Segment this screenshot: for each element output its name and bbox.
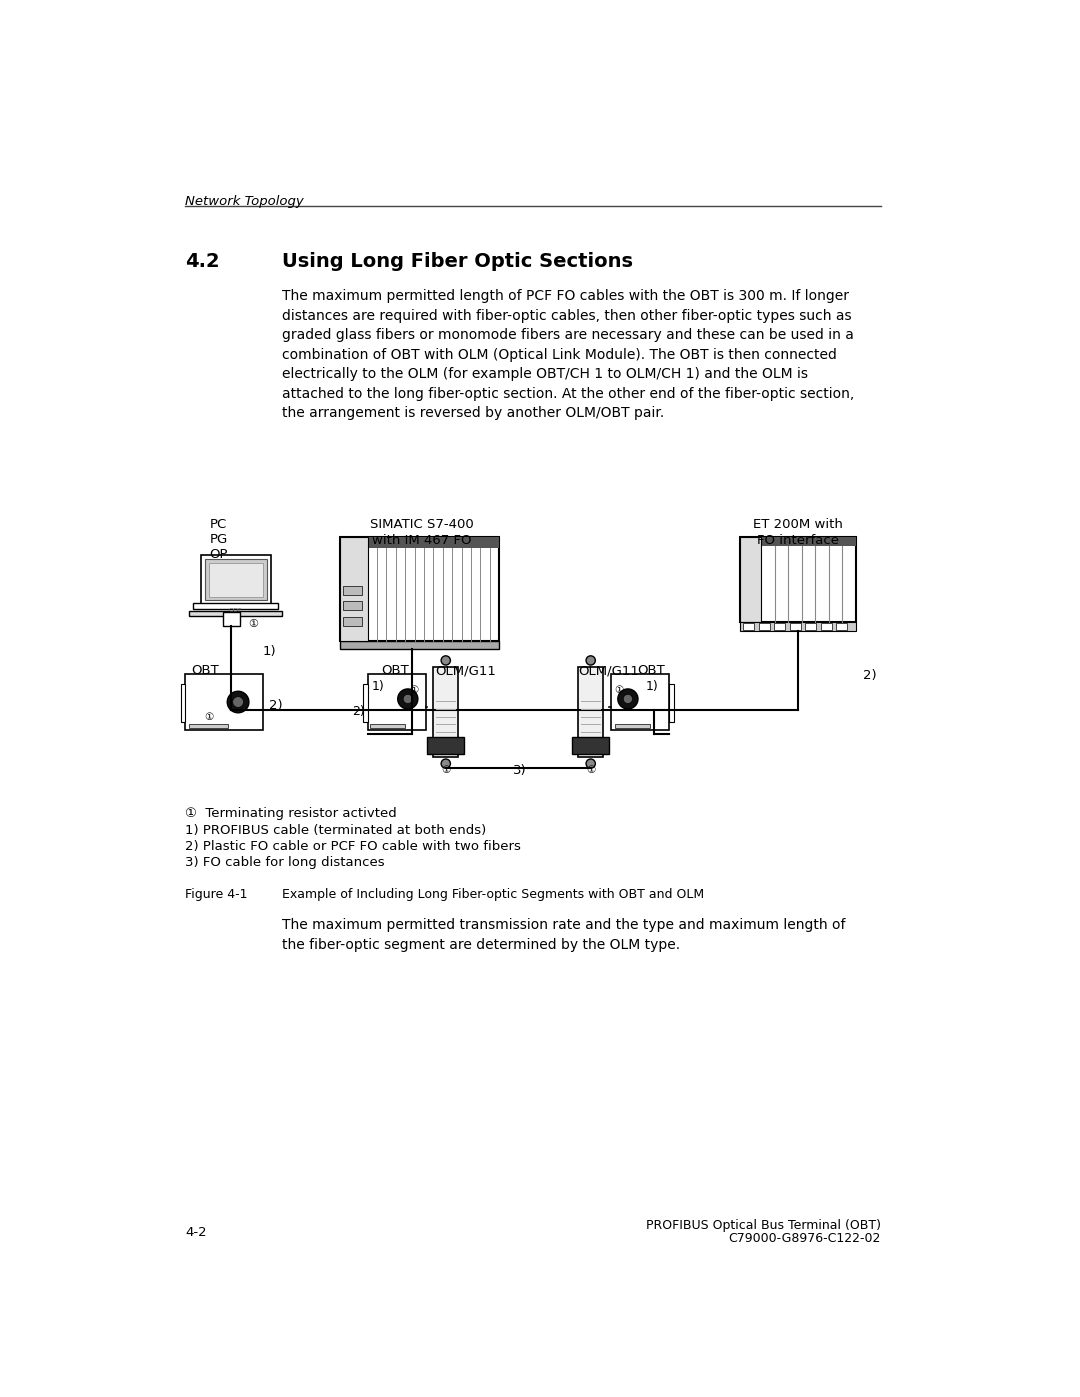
Circle shape bbox=[441, 655, 450, 665]
Bar bbox=[340, 538, 367, 641]
Bar bbox=[740, 538, 761, 622]
Text: 3): 3) bbox=[513, 764, 527, 777]
Text: 2): 2) bbox=[864, 669, 877, 682]
Text: OOF: OOF bbox=[229, 608, 243, 613]
Text: 2) Plastic FO cable or PCF FO cable with two fibers: 2) Plastic FO cable or PCF FO cable with… bbox=[186, 840, 522, 852]
Bar bbox=[367, 675, 426, 729]
Circle shape bbox=[586, 759, 595, 768]
Text: OBT: OBT bbox=[191, 665, 218, 678]
Bar bbox=[611, 675, 669, 729]
Circle shape bbox=[232, 697, 243, 707]
Circle shape bbox=[227, 692, 248, 712]
Text: The maximum permitted transmission rate and the type and maximum length of
the f: The maximum permitted transmission rate … bbox=[282, 918, 846, 951]
Text: 4.2: 4.2 bbox=[186, 253, 220, 271]
Bar bbox=[789, 623, 800, 630]
Circle shape bbox=[403, 694, 413, 704]
Circle shape bbox=[441, 759, 450, 768]
Text: 1): 1) bbox=[262, 645, 276, 658]
Bar bbox=[428, 736, 464, 753]
Bar bbox=[180, 683, 186, 722]
Text: ①: ① bbox=[613, 685, 623, 694]
Bar bbox=[740, 538, 855, 546]
Bar bbox=[433, 666, 458, 757]
Bar bbox=[363, 683, 367, 722]
Text: ①: ① bbox=[441, 764, 450, 775]
Bar bbox=[740, 622, 855, 631]
Bar bbox=[343, 601, 362, 610]
Text: 2): 2) bbox=[269, 698, 283, 711]
Circle shape bbox=[586, 655, 595, 665]
Bar bbox=[740, 538, 855, 622]
Bar bbox=[201, 555, 271, 605]
Text: ①: ① bbox=[204, 711, 213, 722]
Bar bbox=[343, 585, 362, 595]
Text: PC
PG
OP: PC PG OP bbox=[210, 518, 228, 562]
Bar bbox=[572, 736, 609, 753]
Bar bbox=[615, 724, 649, 728]
Bar bbox=[208, 563, 262, 597]
Bar bbox=[836, 623, 847, 630]
Text: Figure 4-1: Figure 4-1 bbox=[186, 887, 248, 901]
Text: OBT: OBT bbox=[381, 665, 409, 678]
Circle shape bbox=[397, 689, 418, 708]
Bar bbox=[743, 623, 754, 630]
Bar bbox=[774, 623, 785, 630]
Text: 4-2: 4-2 bbox=[186, 1227, 207, 1239]
Text: ①: ① bbox=[586, 764, 595, 775]
Text: Using Long Fiber Optic Sections: Using Long Fiber Optic Sections bbox=[282, 253, 633, 271]
Text: OLM/G11: OLM/G11 bbox=[435, 665, 497, 678]
Text: OBT: OBT bbox=[637, 665, 665, 678]
Text: ①  Terminating resistor activted: ① Terminating resistor activted bbox=[186, 806, 397, 820]
Circle shape bbox=[618, 689, 638, 708]
Text: 1): 1) bbox=[372, 680, 384, 693]
Text: 1) PROFIBUS cable (terminated at both ends): 1) PROFIBUS cable (terminated at both en… bbox=[186, 824, 487, 837]
Bar bbox=[189, 610, 282, 616]
Text: SIMATIC S7-400
with IM 467 FO: SIMATIC S7-400 with IM 467 FO bbox=[369, 518, 474, 548]
Bar bbox=[205, 559, 267, 601]
Text: C79000-G8976-C122-02: C79000-G8976-C122-02 bbox=[728, 1232, 880, 1245]
Bar bbox=[806, 623, 816, 630]
Bar bbox=[193, 602, 279, 609]
Text: PROFIBUS Optical Bus Terminal (OBT): PROFIBUS Optical Bus Terminal (OBT) bbox=[646, 1218, 880, 1232]
Text: Network Topology: Network Topology bbox=[186, 194, 305, 208]
Text: Example of Including Long Fiber-optic Segments with OBT and OLM: Example of Including Long Fiber-optic Se… bbox=[282, 887, 704, 901]
Text: 1): 1) bbox=[646, 680, 659, 693]
Text: 3) FO cable for long distances: 3) FO cable for long distances bbox=[186, 856, 384, 869]
Bar bbox=[186, 675, 262, 729]
Bar bbox=[821, 623, 832, 630]
Bar bbox=[759, 623, 770, 630]
Bar bbox=[578, 666, 603, 757]
Bar bbox=[343, 616, 362, 626]
Bar bbox=[369, 724, 405, 728]
Bar bbox=[340, 538, 499, 548]
Bar bbox=[189, 724, 228, 728]
Bar bbox=[222, 612, 240, 626]
Text: The maximum permitted length of PCF FO cables with the OBT is 300 m. If longer
d: The maximum permitted length of PCF FO c… bbox=[282, 289, 854, 420]
Circle shape bbox=[623, 694, 633, 704]
Text: ①: ① bbox=[409, 685, 419, 694]
Text: 2): 2) bbox=[352, 704, 365, 718]
Bar bbox=[340, 538, 499, 641]
Bar bbox=[669, 683, 674, 722]
Text: ①: ① bbox=[247, 619, 258, 629]
Text: OLM/G11: OLM/G11 bbox=[578, 665, 639, 678]
Text: ET 200M with
FO interface: ET 200M with FO interface bbox=[753, 518, 842, 548]
Bar bbox=[340, 641, 499, 648]
